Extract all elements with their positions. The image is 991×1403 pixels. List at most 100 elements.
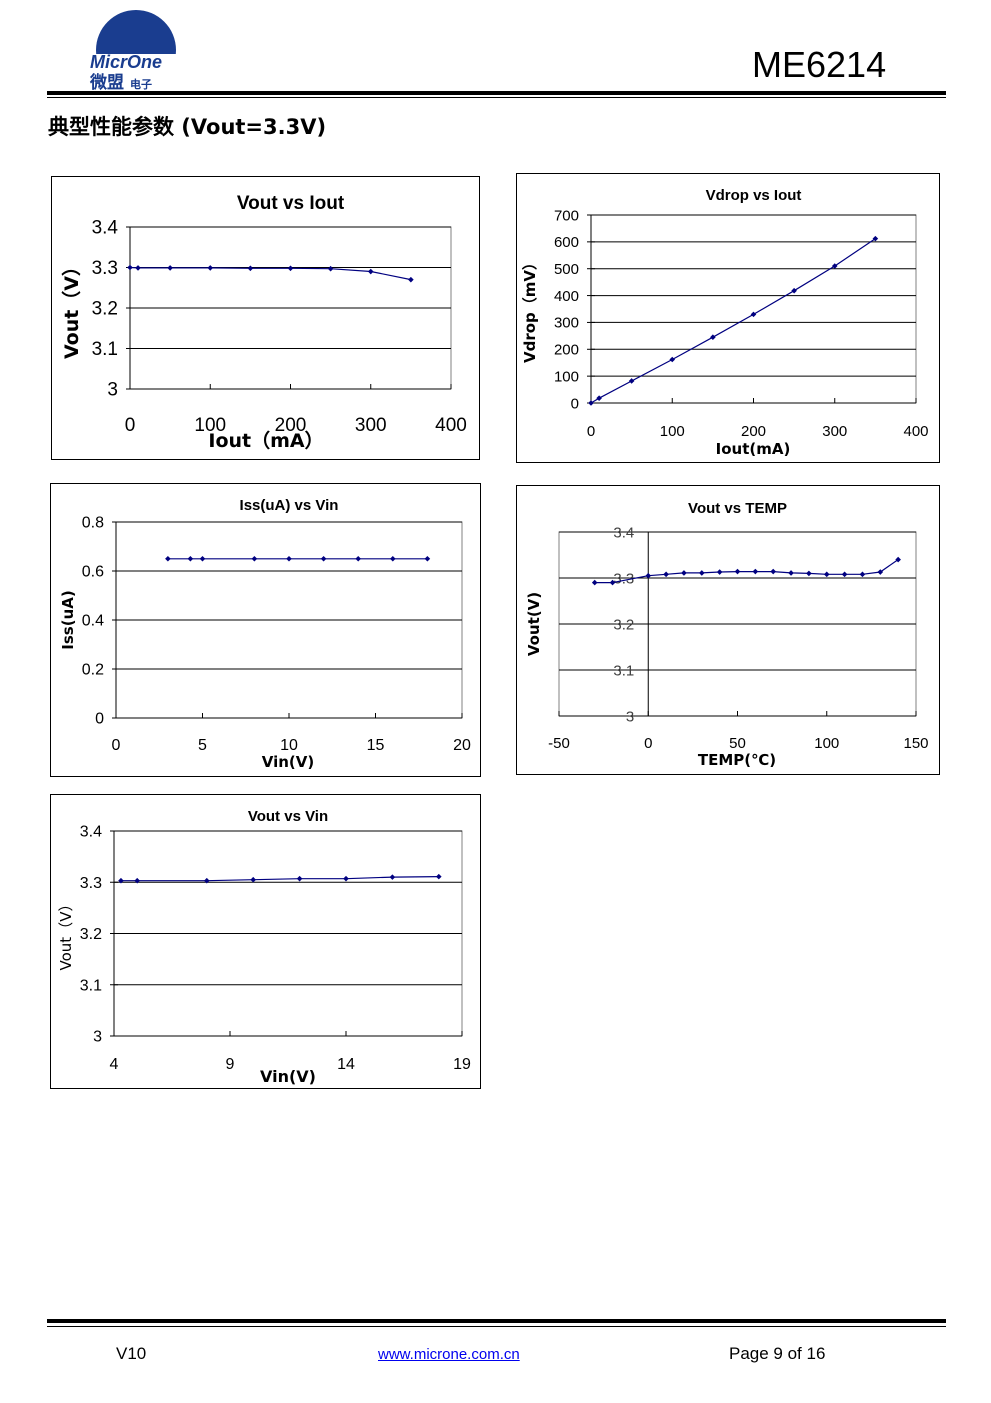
y-tick-label: 600 <box>554 234 579 251</box>
data-point <box>187 555 194 562</box>
logo-cn: 微盟 <box>89 72 124 93</box>
data-point <box>436 873 442 880</box>
header-rule-thin <box>47 97 946 98</box>
data-point <box>770 568 776 575</box>
series-line <box>590 238 876 404</box>
data-point <box>699 570 705 576</box>
data-point <box>355 555 361 562</box>
data-point <box>716 569 723 575</box>
y-tick-label: 3.4 <box>80 824 102 841</box>
y-tick-label: 3.1 <box>613 662 634 679</box>
x-tick-label: 100 <box>814 735 839 752</box>
data-point <box>204 877 210 884</box>
data-point <box>663 571 669 578</box>
microne-logo: MicrOne 微盟 电子 <box>86 10 182 94</box>
x-tick-label: 50 <box>729 735 746 752</box>
y-tick-label: 3.2 <box>92 299 118 320</box>
section-title: 典型性能参数 (Vout=3.3V) <box>48 115 327 139</box>
data-point <box>408 276 414 283</box>
y-tick-label: 0 <box>95 711 104 728</box>
x-axis-label: Vin(V) <box>260 1067 316 1086</box>
series-line <box>121 876 439 882</box>
y-tick-label: 0.8 <box>82 515 104 532</box>
data-point <box>752 568 759 575</box>
x-tick-label: 300 <box>822 423 847 440</box>
x-tick-label: 9 <box>226 1056 235 1073</box>
y-tick-label: 3.1 <box>92 339 118 360</box>
data-point <box>645 572 652 579</box>
footer-version: V10 <box>116 1344 147 1363</box>
data-point <box>327 265 334 272</box>
x-tick-label: 400 <box>435 415 467 436</box>
x-axis-label: Iout(mA) <box>716 440 791 458</box>
chart-title: Iss(uA) vs Vin <box>240 497 339 514</box>
x-tick-label: 20 <box>453 737 471 754</box>
footer-rule-thin <box>47 1326 946 1327</box>
data-point <box>681 570 687 576</box>
x-axis-label: Vin(V) <box>262 753 315 771</box>
x-tick-label: 0 <box>125 415 136 436</box>
y-tick-label: 0.6 <box>82 564 104 581</box>
data-point <box>669 356 676 363</box>
y-tick-label: 3 <box>93 1029 102 1046</box>
data-point <box>877 569 884 575</box>
y-tick-label: 3.2 <box>613 616 634 633</box>
data-point <box>591 579 598 586</box>
data-point <box>788 570 794 576</box>
plot-area <box>590 214 917 404</box>
x-tick-label: 0 <box>112 737 121 754</box>
data-point <box>628 378 635 384</box>
chart-vdrop-vs-iout: 0 100 200 300 400 0 100 200 300 400 500 600 700 Vdrop… <box>516 173 940 463</box>
x-tick-label: 19 <box>453 1056 471 1073</box>
data-point <box>247 265 254 272</box>
x-tick-label: 400 <box>903 423 928 440</box>
logo-text: MicrOne <box>90 52 162 72</box>
y-tick-label: 3.3 <box>80 875 102 892</box>
data-point <box>251 555 258 562</box>
data-point <box>127 264 133 271</box>
product-name: ME6214 <box>752 44 887 85</box>
chart-svg: 0 5 10 15 20 0 0.2 0.4 0.6 0.8 Iss(uA) vs Vin Vin(V… <box>59 497 471 771</box>
y-tick-label: 3.2 <box>80 926 102 943</box>
data-point <box>609 579 616 586</box>
chart-title: Vout vs TEMP <box>688 500 787 517</box>
data-point <box>134 877 140 884</box>
data-point <box>165 555 171 562</box>
data-point <box>390 555 396 562</box>
y-axis-label: Vdrop（mV） <box>521 255 539 363</box>
chart-svg: -50 0 50 100 150 3 3.1 3.2 3.3 3.4 Vout vs TEMP TEM… <box>525 500 929 769</box>
x-tick-label: 100 <box>194 415 226 436</box>
data-point <box>588 400 594 406</box>
data-point <box>596 395 602 401</box>
x-tick-label: 14 <box>337 1056 355 1073</box>
chart-svg: 0 100 200 300 400 0 100 200 300 400 500 600 700 Vdrop… <box>521 187 929 458</box>
data-point <box>250 876 256 883</box>
data-point <box>286 555 292 562</box>
data-point <box>750 311 757 318</box>
header-rule-thick <box>47 91 946 95</box>
chart-title: Vdrop vs Iout <box>706 187 802 204</box>
y-tick-label: 3.3 <box>613 570 634 587</box>
x-axis-label: TEMP(℃) <box>698 751 776 769</box>
data-point <box>806 570 812 577</box>
chart-vout-vs-temp: -50 0 50 100 150 3 3.1 3.2 3.3 3.4 Vout vs TEMP TEM… <box>516 485 940 775</box>
data-point <box>287 265 294 272</box>
data-point <box>895 556 901 563</box>
y-tick-label: 200 <box>554 342 579 359</box>
footer-page-number: Page 9 of 16 <box>729 1344 826 1363</box>
y-tick-label: 3.3 <box>92 258 118 279</box>
chart-svg: 4 9 14 19 3 3.1 3.2 3.3 3.4 Vout vs Vin Vin(V) Vout… <box>57 808 471 1086</box>
series-line <box>129 266 412 281</box>
y-tick-label: 0.2 <box>82 662 104 679</box>
y-axis-label: Vout(V) <box>525 592 543 656</box>
y-tick-label: 3 <box>107 380 118 401</box>
footer-website-link[interactable]: www.microne.com.cn <box>378 1346 520 1363</box>
y-tick-label: 300 <box>554 315 579 332</box>
data-point <box>118 877 124 884</box>
x-tick-label: 15 <box>367 737 385 754</box>
chart-vout-vs-iout: 0 100 200 300 400 3 3.1 3.2 3.3 3.4 Vout vs Iout Io… <box>51 176 480 460</box>
y-tick-label: 3.4 <box>613 524 634 541</box>
data-point <box>167 265 173 271</box>
data-point <box>207 265 214 271</box>
x-tick-label: -50 <box>548 735 570 752</box>
